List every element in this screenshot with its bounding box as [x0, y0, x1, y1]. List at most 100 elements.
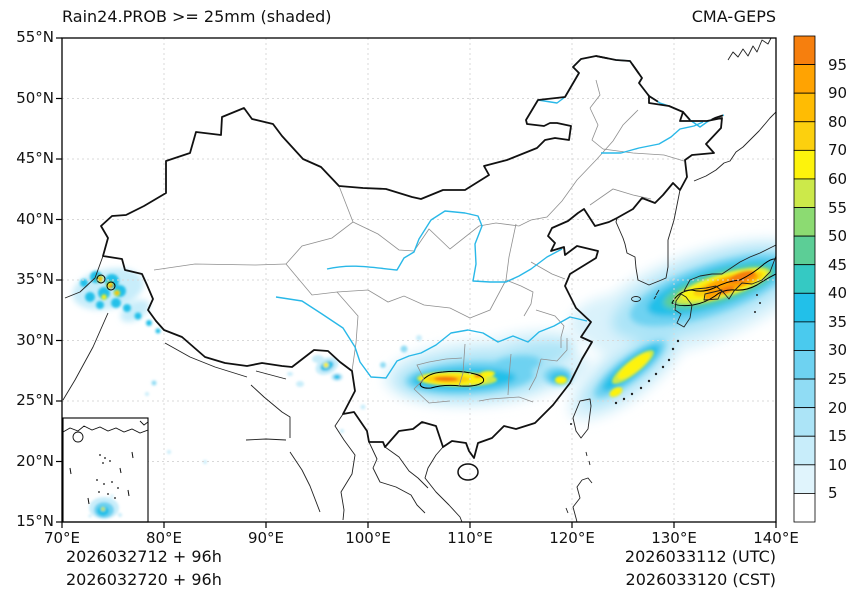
colorbar-tick-label: 5 [828, 484, 838, 503]
colorbar-segment [793, 64, 816, 94]
colorbar-segment [793, 407, 816, 437]
amur-river [537, 55, 725, 128]
x-tick-label: 110°E [447, 529, 493, 547]
colorbar-tick-label: 40 [828, 284, 848, 303]
songhua-river [601, 121, 704, 154]
india-pakistan-lines [62, 255, 109, 401]
y-tick-label: 50°N [16, 88, 54, 107]
kyushu-coast [674, 293, 693, 328]
shikoku-coast [703, 289, 723, 301]
tsushima-island [653, 289, 660, 300]
colorbar-segment [793, 350, 816, 380]
colorbar-segment [793, 235, 816, 266]
inset-rain-shading [88, 494, 122, 519]
colorbar-segment [793, 378, 816, 409]
colorbar-segment [793, 264, 816, 294]
batan-islands [565, 451, 591, 514]
x-tick-label: 140°E [753, 529, 799, 547]
yangtze-river [275, 296, 588, 379]
myanmar-coast [289, 451, 321, 513]
china-border [100, 55, 725, 481]
colorbar-tick-label: 45 [828, 255, 848, 274]
colorbar-tick-label: 15 [828, 427, 848, 446]
inset-islands [96, 454, 119, 499]
colorbar-tick-label: 95 [828, 55, 848, 74]
model-name: CMA-GEPS [691, 7, 776, 26]
y-tick-label: 55°N [16, 28, 54, 46]
colorbar-tick-label: 55 [828, 198, 848, 217]
okhotsk-coast [727, 38, 772, 61]
init-time-line2: 2026032720 + 96h [66, 570, 222, 589]
y-tick-label: 25°N [16, 391, 54, 409]
bangladesh-lines [245, 370, 291, 441]
colorbar-segment [793, 292, 816, 323]
rain-probability-shading-japan-band [568, 238, 776, 421]
x-tick-label: 80°E [145, 529, 183, 547]
colorbar-tick-label: 70 [828, 141, 848, 160]
init-time-line1: 2026032712 + 96h [66, 547, 222, 566]
ryukyu-islands [614, 339, 680, 405]
amur-border-dashes [595, 55, 725, 128]
valid-time-line2: 2026033120 (CST) [625, 570, 776, 589]
laos-thailand-borders [368, 441, 426, 514]
colorbar-tick-label: 30 [828, 341, 848, 360]
y-tick-label: 40°N [16, 209, 54, 228]
x-tick-label: 70°E [43, 529, 81, 547]
yellow-river [326, 210, 563, 283]
foreign-coastlines [62, 38, 776, 522]
y-tick-label: 35°N [16, 270, 54, 288]
lat-lon-gridlines [62, 38, 776, 522]
inset-hainan [72, 431, 84, 443]
nepal-india-line [164, 342, 248, 378]
colorbar-segment [793, 464, 816, 494]
x-tick-label: 90°E [247, 529, 285, 547]
colorbar-tick-label: 10 [828, 455, 848, 474]
plot-title: Rain24.PROB >= 25mm (shaded) [62, 7, 332, 26]
inset-dashes [69, 451, 134, 505]
colorbar [793, 35, 816, 523]
penghu-island [570, 423, 572, 425]
colorbar-tick-label: 35 [828, 312, 848, 331]
colorbar-segment [793, 321, 816, 351]
x-tick-label: 100°E [345, 529, 391, 547]
y-tick-label: 30°N [16, 330, 54, 349]
axis-tick-marks [56, 37, 777, 528]
rain-probability-shading-west-tibet [72, 268, 161, 334]
colorbar-segment [793, 92, 816, 123]
x-tick-label: 120°E [549, 529, 595, 547]
rain-probability-shading-scattered [145, 335, 422, 464]
luzon-coast [572, 477, 593, 522]
colorbar-tick-label: 80 [828, 112, 848, 131]
laos-vietnam-border [384, 446, 429, 489]
korea-coast [615, 189, 681, 286]
south-china-sea-inset [62, 417, 149, 523]
colorbar-segment [793, 149, 816, 180]
colorbar-segment [793, 121, 816, 151]
colorbar-segment [793, 35, 816, 65]
izu-islands [754, 294, 761, 313]
y-tick-label: 15°N [16, 512, 54, 530]
colorbar-tick-label: 25 [828, 370, 848, 389]
colorbar-tick-label: 20 [828, 398, 848, 417]
jeju-island [631, 296, 641, 302]
colorbar-tick-label: 90 [828, 84, 848, 103]
valid-time-line1: 2026033112 (UTC) [624, 547, 776, 566]
rain-probability-shading-south-china [384, 330, 592, 407]
colorbar-segment [793, 435, 816, 466]
y-tick-label: 45°N [16, 149, 54, 167]
colorbar-segment [793, 178, 816, 208]
vietnam-coast [424, 446, 463, 522]
colorbar-segment [793, 493, 816, 523]
inset-coastlines [63, 420, 148, 443]
myanmar-border [334, 413, 356, 521]
hainan-island [457, 463, 479, 481]
russia-japan-sea-coast [693, 111, 776, 182]
x-tick-label: 130°E [651, 529, 697, 547]
colorbar-tick-label: 60 [828, 169, 848, 188]
honshu-south-coast [683, 255, 776, 300]
y-tick-label: 20°N [16, 451, 54, 470]
colorbar-tick-label: 50 [828, 227, 848, 246]
colorbar-segment [793, 207, 816, 237]
